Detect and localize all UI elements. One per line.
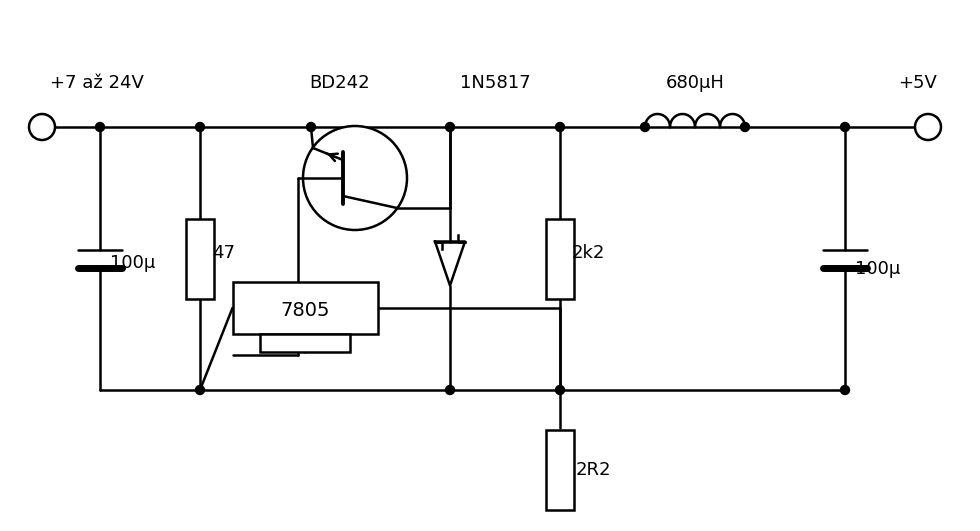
Circle shape [303,126,407,230]
Text: 47: 47 [212,244,235,262]
Circle shape [841,386,850,395]
Text: 100μ: 100μ [855,260,901,278]
Bar [186,218,214,298]
Text: BD242: BD242 [310,74,370,92]
Text: 680μH: 680μH [665,74,724,92]
Circle shape [556,386,564,395]
Text: +7 až 24V: +7 až 24V [50,74,144,92]
Circle shape [195,123,205,132]
Text: +5V: +5V [898,74,937,92]
Circle shape [641,123,650,132]
Bar [546,430,574,510]
Circle shape [446,123,455,132]
Text: 100μ: 100μ [110,254,155,272]
Circle shape [841,123,850,132]
Circle shape [307,123,316,132]
Text: 1N5817: 1N5817 [460,74,530,92]
Circle shape [95,123,105,132]
Text: 2k2: 2k2 [572,244,606,262]
Text: 7805: 7805 [280,301,329,320]
Circle shape [915,114,941,140]
Bar [260,334,350,352]
Text: 2R2: 2R2 [576,461,612,479]
Bar [546,218,574,298]
Circle shape [446,386,455,395]
Bar [232,282,377,334]
Circle shape [741,123,750,132]
Circle shape [29,114,55,140]
Circle shape [195,386,205,395]
Circle shape [556,123,564,132]
